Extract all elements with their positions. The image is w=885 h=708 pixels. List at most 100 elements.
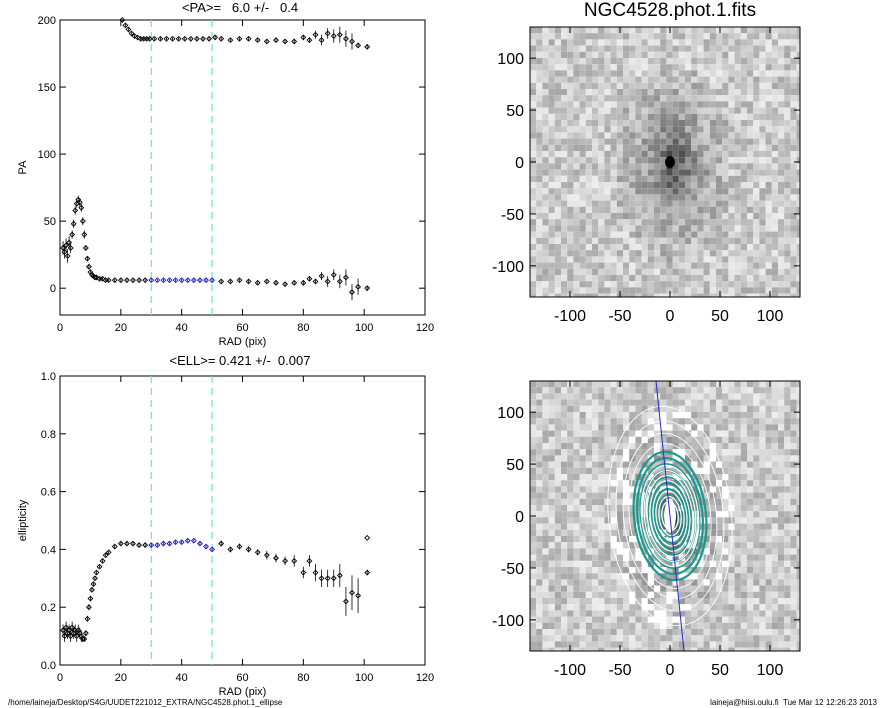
pixel	[592, 492, 599, 499]
pixel	[765, 151, 772, 158]
pixel	[753, 95, 760, 102]
pixel	[592, 399, 599, 406]
pixel	[623, 412, 630, 419]
pixel	[759, 573, 766, 580]
pixel	[778, 213, 785, 220]
pixel	[616, 443, 623, 450]
pixel	[604, 393, 611, 400]
pixel	[623, 163, 630, 170]
pixel	[567, 194, 574, 201]
pixel	[728, 231, 735, 238]
pixel	[747, 95, 754, 102]
pixel	[691, 126, 698, 133]
pixel	[678, 399, 685, 406]
pixel	[790, 163, 797, 170]
pixel	[796, 95, 800, 102]
pixel	[703, 219, 710, 226]
pixel	[635, 393, 642, 400]
pixel	[703, 542, 710, 549]
pixel	[530, 182, 537, 189]
pixel	[753, 144, 760, 151]
pixel	[778, 405, 785, 412]
pixel	[672, 194, 679, 201]
pixel	[728, 579, 735, 586]
pixel	[604, 467, 611, 474]
pixel	[685, 430, 692, 437]
pixel	[623, 567, 630, 574]
pixel	[598, 76, 605, 83]
pixel	[709, 27, 716, 34]
pixel	[790, 424, 797, 431]
pixel	[573, 268, 580, 275]
pixel	[567, 560, 574, 567]
pixel	[592, 573, 599, 580]
pixel	[672, 567, 679, 574]
pixel	[592, 275, 599, 282]
pixel	[579, 548, 586, 555]
pixel	[697, 169, 704, 176]
pa-point	[70, 220, 77, 227]
pixel	[629, 287, 636, 294]
pixel	[790, 498, 797, 505]
pixel	[796, 405, 800, 412]
pixel	[740, 443, 747, 450]
pixel	[771, 622, 778, 629]
pixel	[635, 412, 642, 419]
pixel	[728, 449, 735, 456]
pixel	[672, 461, 679, 468]
pixel	[697, 511, 704, 518]
pixel	[623, 151, 630, 158]
pixel	[573, 138, 580, 145]
pixel	[610, 82, 617, 89]
pixel	[647, 95, 654, 102]
pixel	[530, 480, 537, 487]
pixel	[722, 449, 729, 456]
pixel	[610, 231, 617, 238]
pixel	[685, 144, 692, 151]
pixel	[691, 536, 698, 543]
pixel	[685, 474, 692, 481]
pixel	[610, 629, 617, 636]
pixel	[585, 101, 592, 108]
pixel	[573, 126, 580, 133]
pixel	[703, 424, 710, 431]
pixel	[784, 89, 791, 96]
pixel	[685, 120, 692, 127]
ell-point	[196, 540, 203, 547]
pixel	[548, 70, 555, 77]
ell-point	[69, 624, 76, 631]
pixel	[740, 542, 747, 549]
pixel	[604, 64, 611, 71]
pixel	[592, 113, 599, 120]
pixel	[561, 480, 568, 487]
pixel	[691, 33, 698, 40]
pixel	[747, 58, 754, 65]
pixel	[728, 517, 735, 524]
ell-plot-title: <ELL>= 0.421 +/- 0.007	[169, 353, 311, 368]
pa-point	[336, 278, 343, 285]
pixel	[616, 598, 623, 605]
pixel	[561, 443, 568, 450]
pixel	[703, 418, 710, 425]
pixel	[740, 430, 747, 437]
pixel	[554, 169, 561, 176]
pixel	[530, 213, 537, 220]
pixel	[759, 275, 766, 282]
pixel	[592, 567, 599, 574]
pixel	[641, 449, 648, 456]
pixel	[784, 393, 791, 400]
pixel	[573, 560, 580, 567]
pixel	[573, 70, 580, 77]
pixel	[740, 622, 747, 629]
ell-point	[81, 636, 88, 642]
pixel	[616, 436, 623, 443]
pixel	[660, 58, 667, 65]
pixel	[759, 27, 766, 34]
pixel	[709, 58, 716, 65]
pixel	[536, 107, 543, 114]
pixel	[697, 27, 704, 34]
pixel	[722, 436, 729, 443]
pixel	[740, 250, 747, 257]
pixel	[604, 412, 611, 419]
pixel	[765, 275, 772, 282]
